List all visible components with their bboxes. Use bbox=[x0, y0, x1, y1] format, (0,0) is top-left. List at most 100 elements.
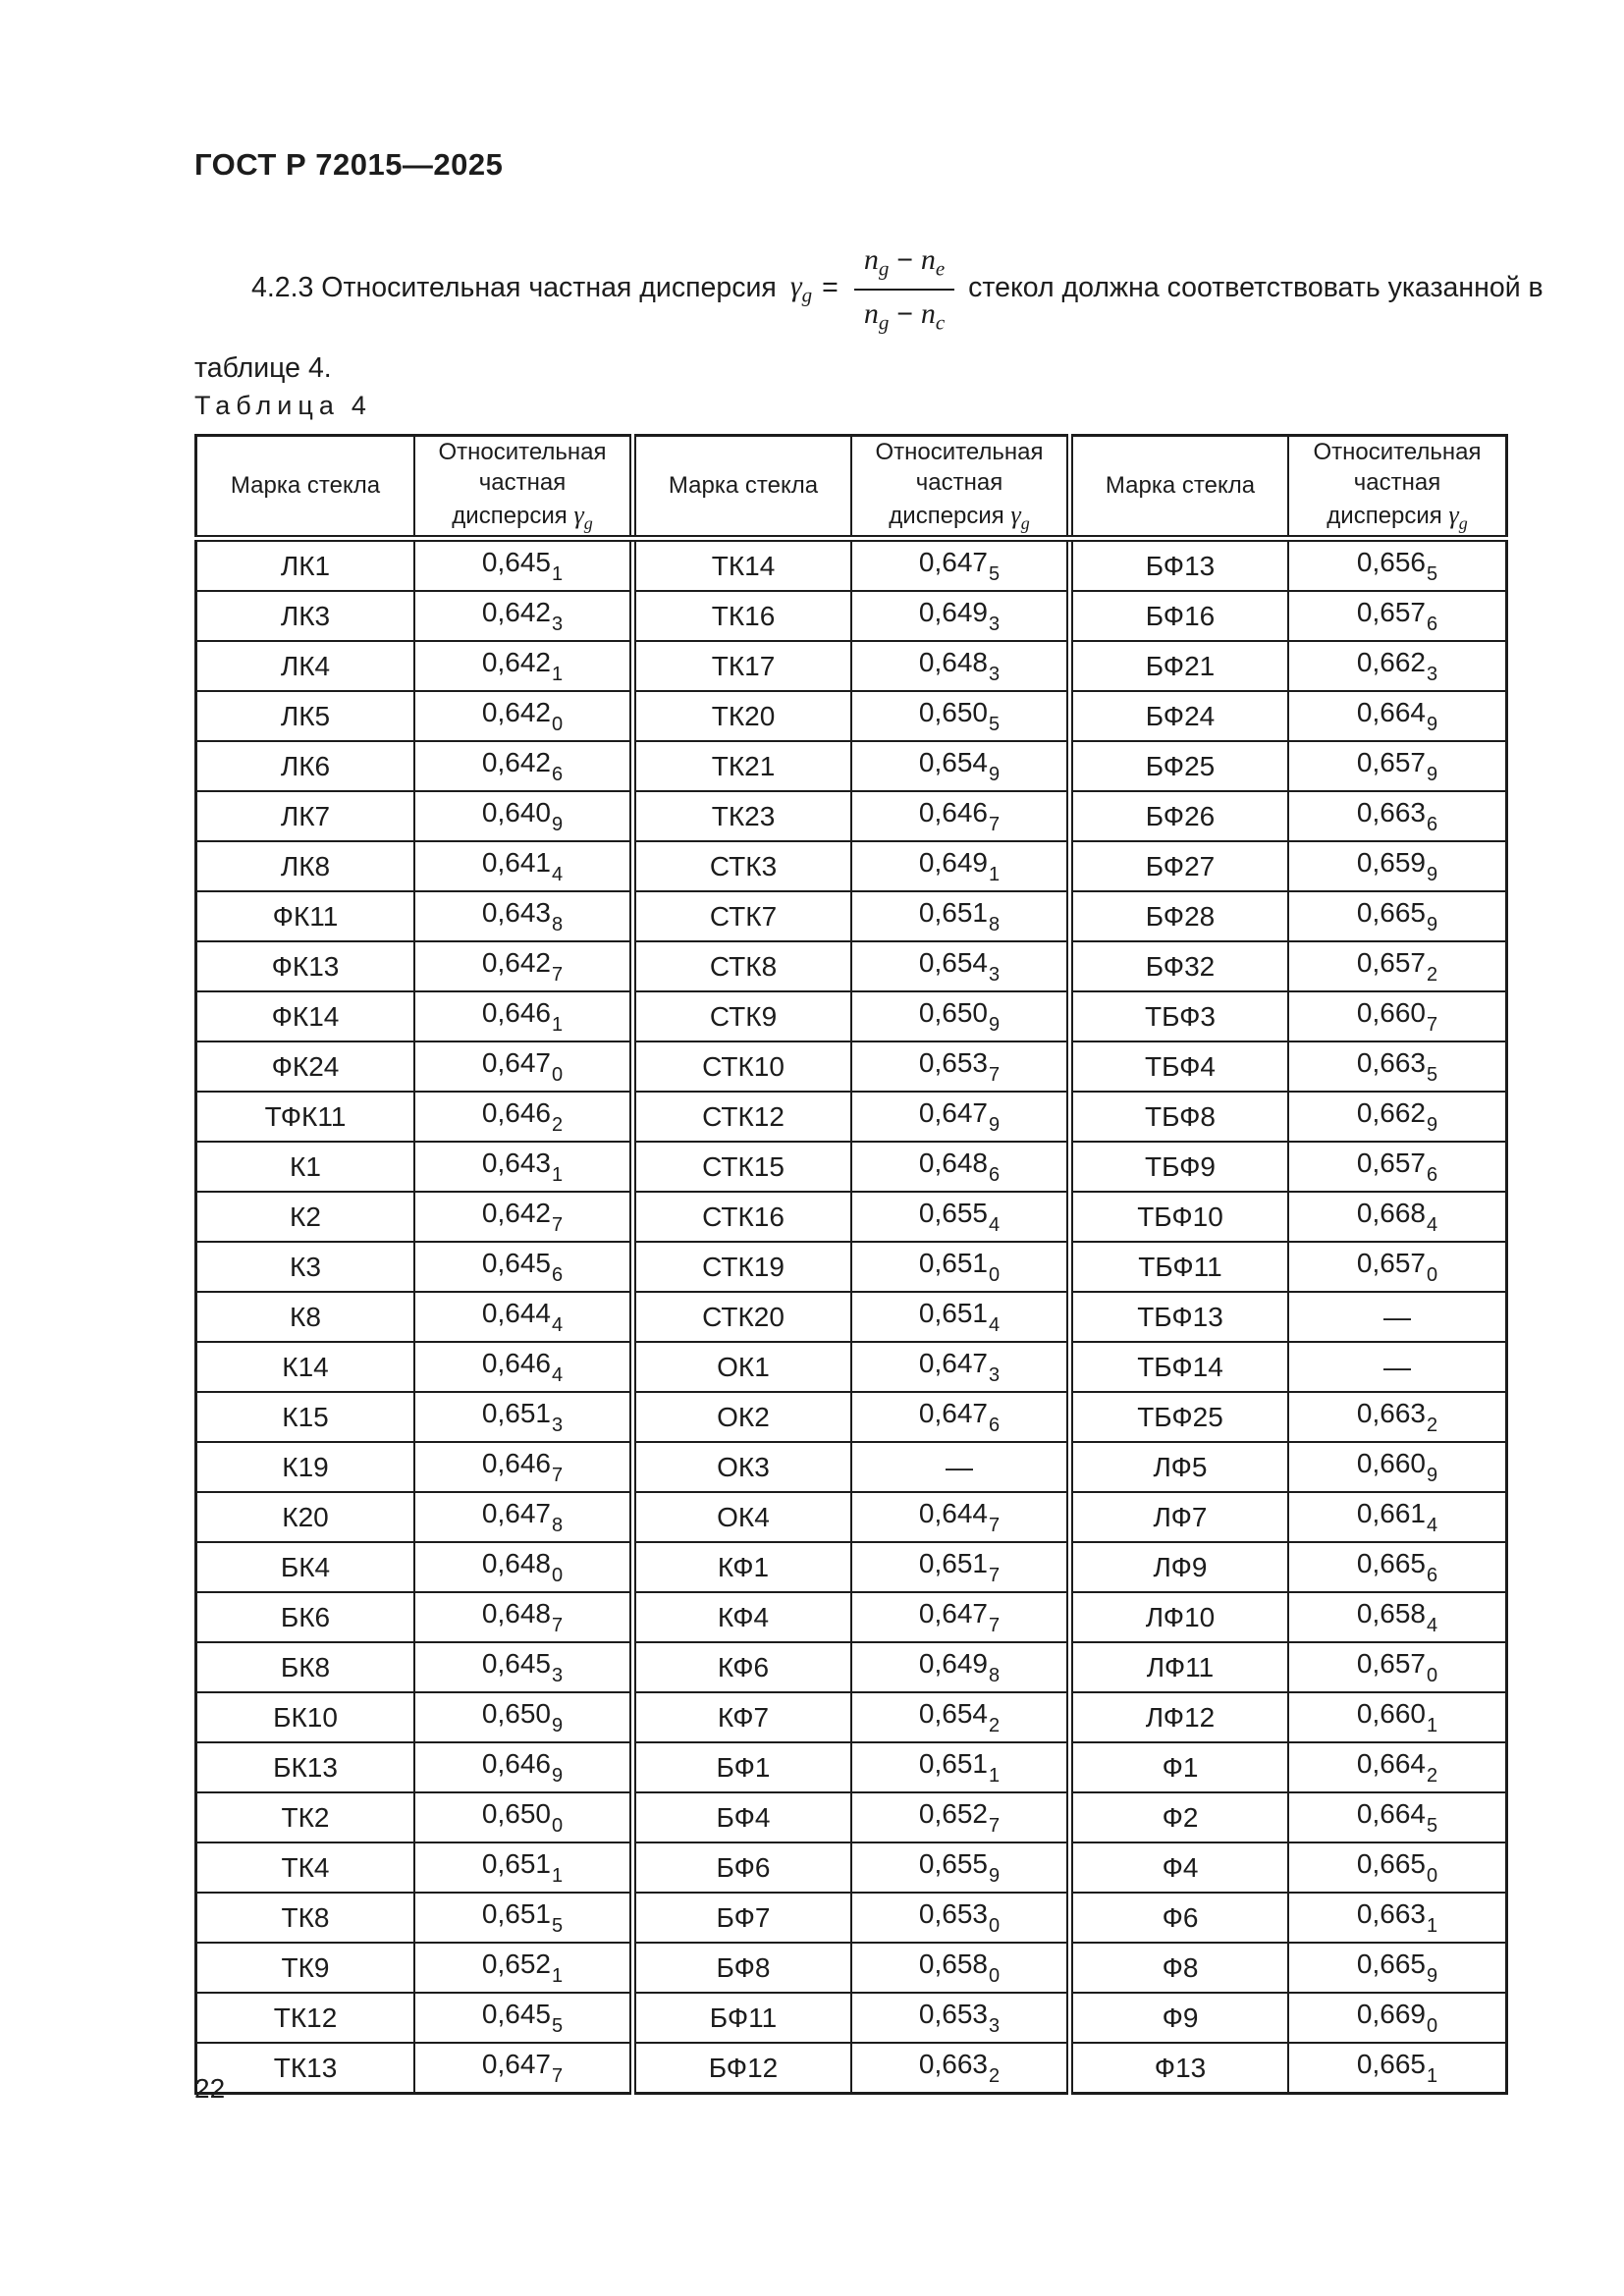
glass-mark-cell: БК6 bbox=[194, 1591, 415, 1643]
dispersion-value-subscript: 2 bbox=[988, 2064, 1001, 2087]
glass-mark-cell: БФ21 bbox=[1066, 640, 1289, 692]
dispersion-value-cell: 0,6420 bbox=[413, 690, 634, 742]
col-header-mark: Марка стекла bbox=[629, 434, 852, 542]
dispersion-value: 0,647 bbox=[918, 1597, 988, 1629]
dispersion-value-subscript: 0 bbox=[1426, 1864, 1438, 1887]
dispersion-value-subscript: 9 bbox=[988, 1864, 1001, 1887]
dispersion-value: 0,650 bbox=[481, 1797, 551, 1829]
dispersion-value: 0,661 bbox=[1356, 1497, 1426, 1528]
dispersion-value-cell: 0,6510 bbox=[850, 1241, 1071, 1293]
dispersion-value: 0,669 bbox=[1356, 1998, 1426, 2029]
table-row: ЛК6 0,6426 ТК21 0,6549 БФ25 0,6579 bbox=[194, 740, 1508, 792]
glass-mark-cell: ТК9 bbox=[194, 1942, 415, 1994]
dispersion-value-cell: 0,6533 bbox=[850, 1992, 1071, 2044]
glass-mark-cell: ЛК6 bbox=[194, 740, 415, 792]
paragraph-text-before: 4.2.3 Относительная частная дисперсия bbox=[251, 272, 777, 304]
dispersion-value: 0,660 bbox=[1356, 1697, 1426, 1729]
dispersion-value-subscript: 7 bbox=[988, 1614, 1001, 1636]
dispersion-value: 0,651 bbox=[918, 896, 988, 928]
dispersion-value-cell: 0,6601 bbox=[1287, 1691, 1508, 1743]
dispersion-value-cell: 0,6451 bbox=[413, 537, 634, 592]
dispersion-value-cell: 0,6478 bbox=[413, 1491, 634, 1543]
table-row: ТК4 0,6511 БФ6 0,6559 Ф4 0,6650 bbox=[194, 1842, 1508, 1894]
dispersion-value: 0,643 bbox=[481, 896, 551, 928]
col-header-mark: Марка стекла bbox=[1066, 434, 1289, 542]
dispersion-value: 0,657 bbox=[1356, 1147, 1426, 1178]
glass-mark-cell: ТК13 bbox=[194, 2042, 415, 2095]
dispersion-value-cell: 0,6447 bbox=[850, 1491, 1071, 1543]
glass-mark-cell: БК4 bbox=[194, 1541, 415, 1593]
dispersion-value: 0,651 bbox=[481, 1897, 551, 1929]
dispersion-value-subscript: 3 bbox=[988, 613, 1001, 635]
dispersion-value-cell: 0,6462 bbox=[413, 1091, 634, 1143]
glass-mark-cell: ТБФ10 bbox=[1066, 1191, 1289, 1243]
dispersion-value-subscript: 7 bbox=[551, 1213, 564, 1236]
dispersion-value-subscript: 4 bbox=[988, 1313, 1001, 1336]
dispersion-value-subscript: 9 bbox=[988, 763, 1001, 785]
dispersion-value: 0,647 bbox=[918, 1397, 988, 1428]
dispersion-value-cell: 0,6426 bbox=[413, 740, 634, 792]
dispersion-value-subscript: 3 bbox=[551, 1414, 564, 1436]
table-row: К15 0,6513 ОК2 0,6476 ТБФ25 0,6632 bbox=[194, 1391, 1508, 1443]
dispersion-value-subscript: 0 bbox=[988, 1914, 1001, 1937]
dispersion-value-cell: 0,6580 bbox=[850, 1942, 1071, 1994]
dispersion-value: 0,664 bbox=[1356, 1797, 1426, 1829]
dispersion-value: 0,646 bbox=[481, 1447, 551, 1478]
dispersion-value-subscript: 7 bbox=[551, 1464, 564, 1486]
dispersion-value: 0,655 bbox=[918, 1197, 988, 1228]
dispersion-value: 0,662 bbox=[1356, 646, 1426, 677]
table-row: ФК14 0,6461 СТК9 0,6509 ТБФ3 0,6607 bbox=[194, 990, 1508, 1042]
table-row: ТК12 0,6455 БФ11 0,6533 Ф9 0,6690 bbox=[194, 1992, 1508, 2044]
dispersion-value: 0,665 bbox=[1356, 1847, 1426, 1879]
dispersion-value: 0,656 bbox=[1356, 546, 1426, 577]
glass-mark-cell: БФ6 bbox=[629, 1842, 852, 1894]
dispersion-value: 0,651 bbox=[918, 1747, 988, 1779]
dispersion-value-cell: 0,6455 bbox=[413, 1992, 634, 2044]
dispersion-value: 0,651 bbox=[918, 1247, 988, 1278]
dispersion-value-cell: 0,6438 bbox=[413, 890, 634, 942]
dispersion-value-cell: 0,6456 bbox=[413, 1241, 634, 1293]
dispersion-value-subscript: 1 bbox=[551, 1013, 564, 1036]
dispersion-value-subscript: 9 bbox=[551, 813, 564, 835]
dispersion-value-subscript: 3 bbox=[988, 2014, 1001, 2037]
dispersion-value: 0,665 bbox=[1356, 896, 1426, 928]
formula-fraction: ng − ne ng − nc bbox=[853, 241, 955, 336]
glass-mark-cell: БФ16 bbox=[1066, 590, 1289, 642]
dispersion-value-subscript: 0 bbox=[551, 713, 564, 735]
paragraph-line-1: 4.2.3 Относительная частная дисперсия γg… bbox=[194, 241, 1549, 336]
glass-mark-cell: ФК14 bbox=[194, 990, 415, 1042]
glass-mark-cell: ЛК3 bbox=[194, 590, 415, 642]
dispersion-value-subscript: 8 bbox=[988, 1664, 1001, 1686]
dispersion-value-cell: 0,6684 bbox=[1287, 1191, 1508, 1243]
glass-mark-cell: ЛФ5 bbox=[1066, 1441, 1289, 1493]
dispersion-value-cell: 0,6570 bbox=[1287, 1641, 1508, 1693]
glass-mark-cell: БК10 bbox=[194, 1691, 415, 1743]
dash: — bbox=[946, 1451, 973, 1482]
glass-mark-cell: Ф2 bbox=[1066, 1791, 1289, 1843]
dispersion-value-cell: 0,6614 bbox=[1287, 1491, 1508, 1543]
dispersion-value-cell: 0,6500 bbox=[413, 1791, 634, 1843]
dispersion-value-cell: 0,6491 bbox=[850, 840, 1071, 892]
table-row: ФК13 0,6427 СТК8 0,6543 БФ32 0,6572 bbox=[194, 940, 1508, 992]
table-row: К1 0,6431 СТК15 0,6486 ТБФ9 0,6576 bbox=[194, 1141, 1508, 1193]
table-row: К20 0,6478 ОК4 0,6447 ЛФ7 0,6614 bbox=[194, 1491, 1508, 1543]
glass-mark-cell: БФ11 bbox=[629, 1992, 852, 2044]
dispersion-value-cell: — bbox=[1287, 1291, 1508, 1343]
dispersion-value-cell: 0,6649 bbox=[1287, 690, 1508, 742]
dispersion-value: 0,663 bbox=[1356, 1046, 1426, 1078]
dispersion-value-cell: 0,6530 bbox=[850, 1892, 1071, 1944]
table-row: ЛК3 0,6423 ТК16 0,6493 БФ16 0,6576 bbox=[194, 590, 1508, 642]
glass-mark-cell: КФ7 bbox=[629, 1691, 852, 1743]
dispersion-value-cell: 0,6475 bbox=[850, 537, 1071, 592]
dispersion-value-subscript: 0 bbox=[988, 1964, 1001, 1987]
table-row: ФК11 0,6438 СТК7 0,6518 БФ28 0,6659 bbox=[194, 890, 1508, 942]
dispersion-value-cell: 0,6493 bbox=[850, 590, 1071, 642]
formula-denominator: ng − nc bbox=[863, 296, 946, 335]
dispersion-value-cell: 0,6559 bbox=[850, 1842, 1071, 1894]
glass-mark-cell: ЛК8 bbox=[194, 840, 415, 892]
dispersion-value-cell: 0,6609 bbox=[1287, 1441, 1508, 1493]
glass-mark-cell: БФ12 bbox=[629, 2042, 852, 2095]
glass-mark-cell: ЛФ11 bbox=[1066, 1641, 1289, 1693]
dispersion-value: 0,647 bbox=[481, 1046, 551, 1078]
dispersion-value: 0,642 bbox=[481, 946, 551, 978]
